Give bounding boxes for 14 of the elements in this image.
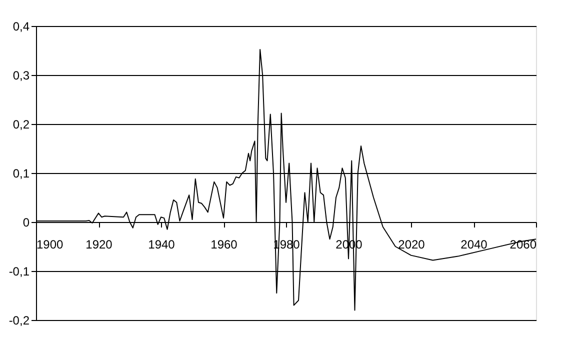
y-tick-label: -0,2: [8, 314, 30, 328]
x-tick-label: 1920: [86, 238, 113, 252]
y-tick-label: -0,1: [8, 264, 30, 278]
y-tick-label: 0,2: [12, 118, 30, 132]
y-tick-label: 0,4: [12, 20, 30, 34]
x-tick-label: 2060: [510, 238, 537, 252]
x-tick-label: 1940: [148, 238, 176, 252]
x-tick-label: 1900: [36, 238, 64, 252]
x-tick-label: 1960: [210, 238, 238, 252]
x-tick-label: 2020: [398, 238, 426, 252]
x-tick-label: 2040: [460, 238, 488, 252]
y-tick-label: 0,3: [12, 68, 30, 82]
y-tick-label: 0: [22, 216, 30, 230]
y-tick-label: 0,1: [12, 166, 30, 180]
